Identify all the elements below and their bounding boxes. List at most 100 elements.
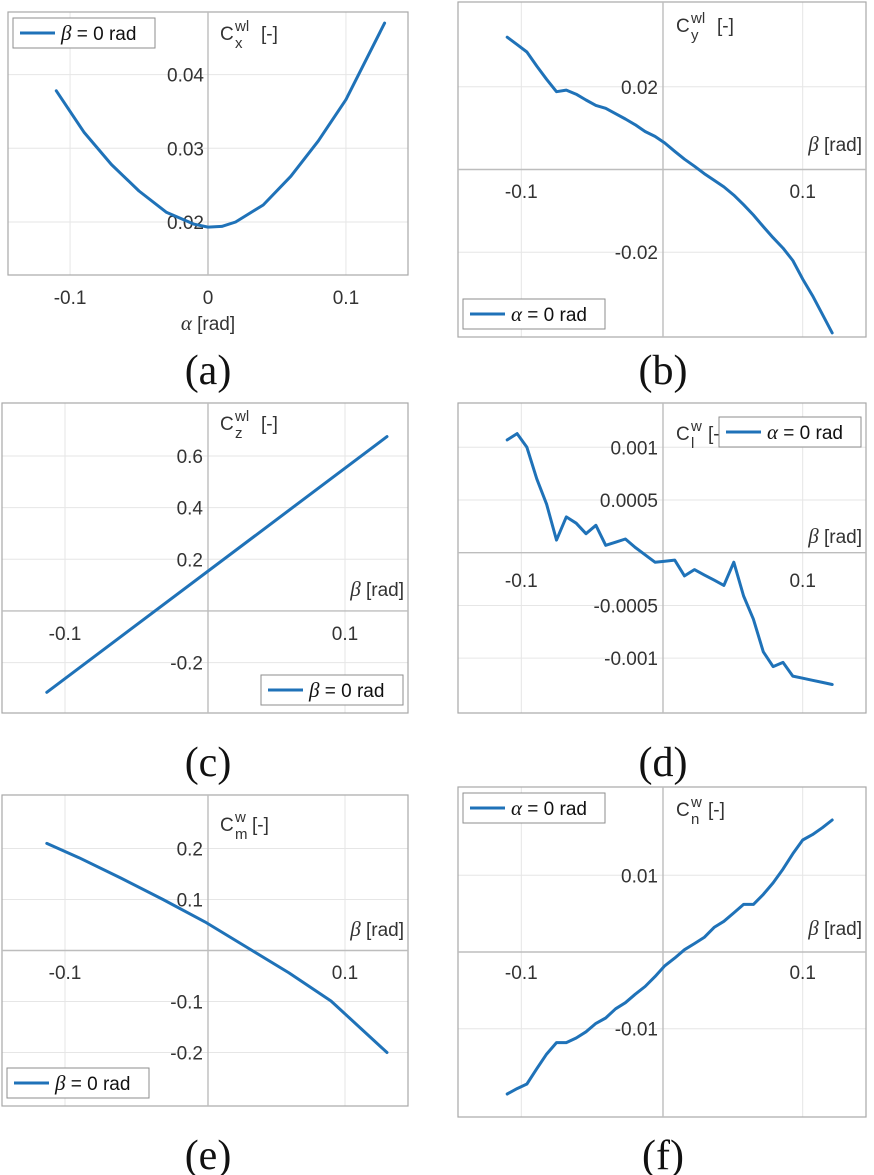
x-axis-label-symbol: β (349, 577, 361, 601)
y-tick-label: -0.2 (170, 654, 203, 675)
y-axis-label-base: C (220, 815, 234, 836)
y-axis-label-superscript: w (690, 794, 702, 811)
subfigure-caption: (d) (639, 740, 688, 786)
x-axis-label-unit: [rad] (192, 314, 235, 335)
legend-symbol: α (511, 302, 523, 326)
chart-panel-6: -0.1 0.1 -0.01 0.01 Cw n [-] β [rad] α = 0 rad (f… (457, 786, 867, 1175)
y-axis-label-base: C (220, 414, 234, 435)
x-tick-label: -0.1 (505, 571, 538, 592)
y-axis-label-subscript: m (235, 826, 248, 843)
x-tick-label: 0.1 (789, 182, 815, 203)
legend-label: β = 0 rad (308, 678, 384, 702)
y-tick-label: 0.02 (621, 78, 658, 99)
x-axis-label-unit: [rad] (361, 920, 404, 941)
chart-panel-2: -0.1 0.1 -0.02 0.02 Cwl y [-] β [rad] α = 0 rad (… (457, 1, 867, 394)
x-tick-label: -0.1 (49, 624, 82, 645)
x-tick-label: 0.1 (332, 624, 358, 645)
x-axis-label: β [rad] (349, 577, 404, 601)
y-tick-label: -0.1 (170, 992, 203, 1013)
legend-symbol: α (767, 420, 779, 444)
y-axis-label-unit: [-] (261, 414, 278, 435)
y-tick-label: 0.2 (177, 550, 203, 571)
y-axis-label-unit: [-] (261, 24, 278, 45)
y-tick-label: 0.1 (177, 891, 203, 912)
series-line (45, 841, 389, 1054)
plot-frame (1, 402, 409, 714)
x-axis-label-symbol: α (181, 311, 193, 335)
x-axis-label: β [rad] (807, 132, 862, 156)
y-tick-label: -0.02 (615, 243, 658, 264)
y-axis-label: Cwl x [-] (220, 18, 278, 52)
y-tick-label: 0.4 (177, 499, 204, 520)
y-tick-label: 0.01 (621, 866, 658, 887)
legend-symbol: β (54, 1071, 66, 1095)
x-axis-label: β [rad] (807, 916, 862, 940)
y-axis-label-superscript: wl (690, 10, 705, 27)
series-line (505, 432, 834, 686)
y-axis-label-subscript: x (235, 35, 243, 52)
x-tick-label: -0.1 (505, 963, 538, 984)
x-tick-label: 0.1 (333, 288, 359, 309)
y-tick-label: 0.2 (177, 840, 203, 861)
subfigure-caption: (f) (642, 1133, 684, 1175)
legend-text: = 0 rad (71, 24, 136, 45)
y-axis-label: Cw m [-] (220, 809, 269, 843)
plot-area (2, 403, 408, 713)
y-axis-label-subscript: n (691, 811, 699, 828)
legend-label: α = 0 rad (511, 302, 587, 326)
legend-symbol: β (60, 21, 72, 45)
x-tick-label: 0.1 (332, 963, 358, 984)
x-axis-label: β [rad] (807, 524, 862, 548)
legend-label: β = 0 rad (60, 21, 136, 45)
y-tick-label: 0.0005 (600, 491, 658, 512)
subfigure-caption: (e) (185, 1133, 232, 1175)
legend-text: = 0 rad (65, 1074, 130, 1095)
y-axis-label-base: C (676, 800, 690, 821)
x-axis-label: β [rad] (349, 917, 404, 941)
plot-frame (457, 402, 867, 714)
x-axis-label-unit: [rad] (819, 527, 862, 548)
x-axis-label-symbol: β (807, 916, 819, 940)
x-axis-label-symbol: β (349, 917, 361, 941)
x-tick-label: -0.1 (54, 288, 87, 309)
series-line (505, 35, 834, 335)
y-axis-label-superscript: wl (234, 408, 249, 425)
legend-label: α = 0 rad (767, 420, 843, 444)
legend-text: = 0 rad (778, 423, 843, 444)
series-line (45, 435, 389, 694)
x-tick-label: 0.1 (789, 571, 815, 592)
y-tick-label: -0.0005 (594, 596, 658, 617)
x-axis-label-symbol: β (807, 132, 819, 156)
x-tick-label: 0 (203, 288, 214, 309)
y-tick-label: 0.001 (610, 438, 658, 459)
y-axis-label-unit: [-] (252, 815, 269, 836)
subfigure-caption: (a) (185, 348, 232, 394)
legend-label: β = 0 rad (54, 1071, 130, 1095)
y-tick-label: 0.03 (167, 139, 204, 160)
chart-panel-5: -0.1 0.1-0.2-0.10.10.2Cw m [-]β [rad]β = 0 … (1, 794, 409, 1175)
y-axis-label-base: C (676, 16, 690, 37)
legend-text: = 0 rad (522, 305, 587, 326)
x-axis-label-unit: [rad] (819, 919, 862, 940)
y-tick-label: 0.04 (167, 66, 204, 87)
legend-text: = 0 rad (522, 799, 587, 820)
x-axis-label-unit: [rad] (361, 580, 404, 601)
y-axis-label-subscript: l (691, 435, 694, 452)
x-axis-label-symbol: β (807, 524, 819, 548)
legend-symbol: α (511, 796, 523, 820)
subfigure-caption: (b) (639, 348, 688, 394)
y-axis-label-subscript: y (691, 27, 699, 44)
legend-box (462, 298, 606, 330)
chart-panel-1: -0.1 0 0.1 0.02 0.03 0.04 Cwl x [-] α [rad] β = 0 … (7, 11, 409, 394)
y-axis-label-base: C (676, 424, 690, 445)
plot-area (458, 403, 866, 713)
series-line (505, 818, 834, 1096)
legend-label: α = 0 rad (511, 796, 587, 820)
series-line (54, 21, 387, 229)
y-axis-label: Cwl y [-] (676, 10, 734, 44)
y-axis-label-unit: [-] (717, 16, 734, 37)
x-tick-label: -0.1 (49, 963, 82, 984)
